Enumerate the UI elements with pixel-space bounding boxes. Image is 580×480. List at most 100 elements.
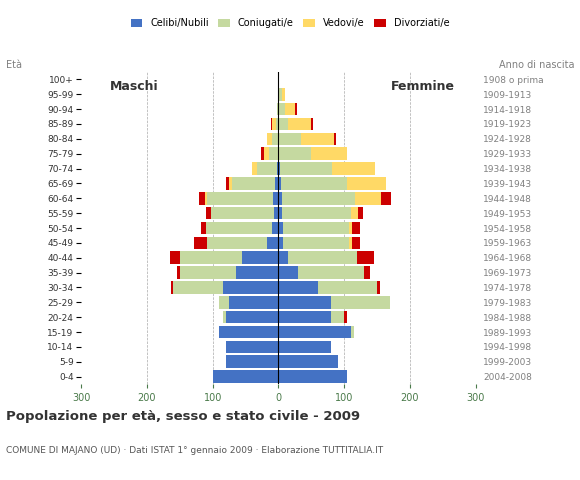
Bar [318, 281, 377, 294]
Bar [352, 237, 360, 249]
Bar [273, 192, 278, 204]
Bar [278, 207, 282, 219]
Bar [381, 192, 391, 204]
Bar [206, 207, 211, 219]
Bar [377, 281, 380, 294]
Bar [180, 252, 242, 264]
Bar [235, 266, 278, 279]
Bar [349, 222, 352, 234]
Bar [205, 192, 208, 204]
Bar [347, 177, 386, 190]
Bar [295, 103, 297, 116]
Bar [302, 132, 334, 145]
Bar [311, 147, 347, 160]
Bar [282, 88, 285, 101]
Text: Popolazione per età, sesso e stato civile - 2009: Popolazione per età, sesso e stato civil… [6, 410, 360, 423]
Bar [211, 207, 274, 219]
Bar [260, 147, 264, 160]
Bar [364, 266, 371, 279]
Bar [283, 222, 349, 234]
Bar [278, 88, 282, 101]
Bar [351, 326, 354, 338]
Bar [226, 177, 229, 190]
Bar [298, 266, 364, 279]
Bar [229, 296, 278, 309]
Bar [173, 281, 223, 294]
Text: COMUNE DI MAJANO (UD) · Dati ISTAT 1° gennaio 2009 · Elaborazione TUTTITALIA.IT: COMUNE DI MAJANO (UD) · Dati ISTAT 1° ge… [6, 446, 383, 456]
Bar [223, 281, 278, 294]
Bar [283, 237, 349, 249]
Bar [354, 192, 381, 204]
Bar [285, 103, 295, 116]
Bar [219, 326, 278, 338]
Bar [311, 118, 313, 130]
Bar [273, 118, 275, 130]
Bar [226, 355, 278, 368]
Bar [278, 103, 285, 116]
Legend: Celibi/Nubili, Coniugati/e, Vedovi/e, Divorziati/e: Celibi/Nubili, Coniugati/e, Vedovi/e, Di… [127, 14, 453, 32]
Bar [258, 162, 277, 175]
Bar [194, 237, 208, 249]
Bar [267, 132, 272, 145]
Bar [281, 177, 347, 190]
Bar [170, 252, 180, 264]
Bar [208, 192, 273, 204]
Bar [278, 237, 283, 249]
Bar [358, 207, 363, 219]
Bar [213, 370, 278, 383]
Bar [272, 222, 278, 234]
Bar [252, 162, 258, 175]
Bar [282, 207, 351, 219]
Bar [344, 311, 347, 324]
Bar [278, 370, 347, 383]
Bar [278, 355, 338, 368]
Bar [269, 147, 278, 160]
Bar [278, 296, 331, 309]
Bar [276, 118, 278, 130]
Bar [288, 118, 311, 130]
Text: Femmine: Femmine [391, 80, 455, 93]
Bar [288, 252, 357, 264]
Text: Maschi: Maschi [110, 80, 158, 93]
Bar [201, 222, 206, 234]
Bar [280, 162, 332, 175]
Bar [278, 177, 281, 190]
Bar [278, 252, 288, 264]
Bar [352, 222, 360, 234]
Bar [278, 266, 298, 279]
Bar [223, 311, 226, 324]
Bar [278, 222, 283, 234]
Bar [208, 237, 267, 249]
Bar [270, 118, 273, 130]
Text: Età: Età [6, 60, 22, 70]
Bar [278, 147, 311, 160]
Bar [206, 222, 272, 234]
Bar [278, 326, 351, 338]
Bar [278, 162, 280, 175]
Bar [357, 252, 374, 264]
Bar [171, 281, 173, 294]
Bar [282, 192, 354, 204]
Bar [349, 237, 352, 249]
Bar [331, 296, 390, 309]
Bar [275, 177, 278, 190]
Bar [278, 281, 318, 294]
Bar [272, 132, 278, 145]
Bar [332, 162, 375, 175]
Bar [242, 252, 278, 264]
Bar [229, 177, 233, 190]
Bar [331, 311, 344, 324]
Bar [278, 311, 331, 324]
Bar [278, 340, 331, 353]
Text: Anno di nascita: Anno di nascita [499, 60, 574, 70]
Bar [278, 132, 302, 145]
Bar [264, 147, 269, 160]
Bar [351, 207, 358, 219]
Bar [277, 103, 278, 116]
Bar [334, 132, 336, 145]
Bar [267, 237, 278, 249]
Bar [176, 266, 180, 279]
Bar [277, 162, 278, 175]
Bar [219, 296, 229, 309]
Bar [199, 192, 205, 204]
